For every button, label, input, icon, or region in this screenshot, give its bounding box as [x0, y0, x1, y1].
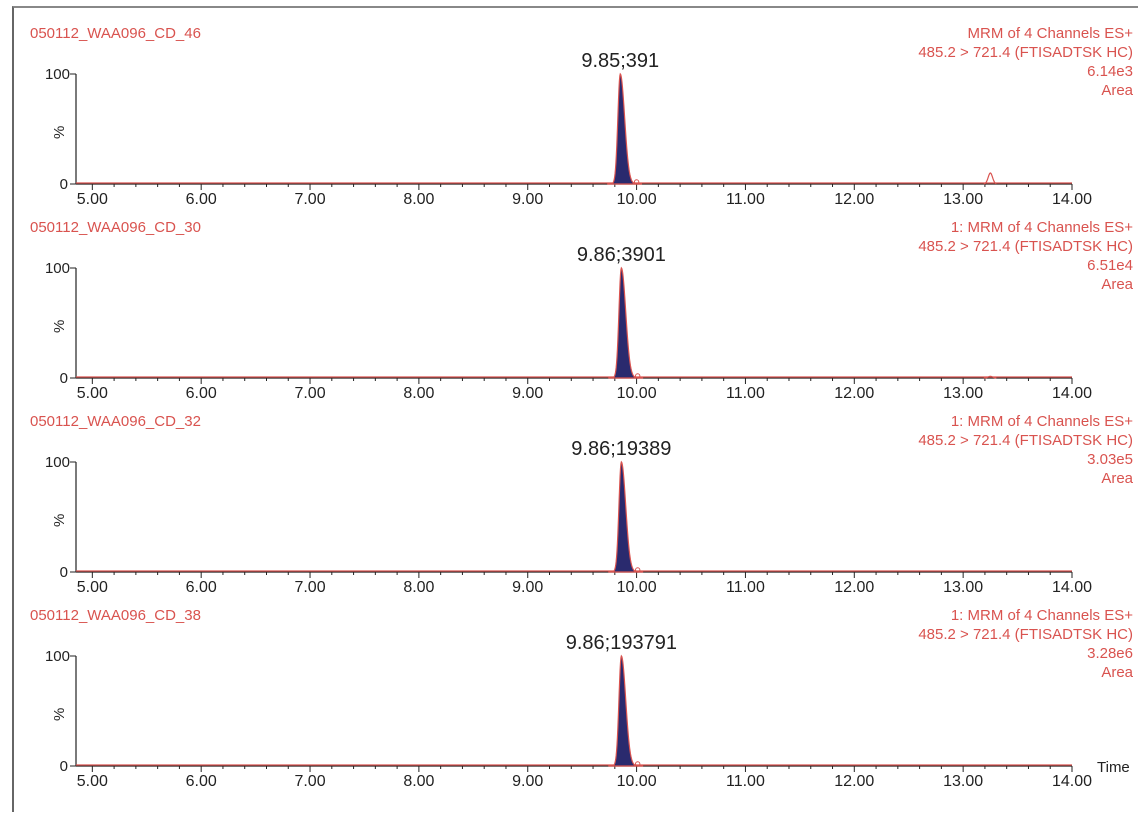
x-tick-label: 12.00 [834, 385, 874, 402]
x-tick-label: 11.00 [726, 191, 765, 208]
x-tick-label: 11.00 [726, 385, 765, 402]
channel-info-line: 1: MRM of 4 Channels ES+ [951, 219, 1133, 236]
y-tick-label: 100 [45, 648, 70, 665]
x-tick-label: 6.00 [186, 579, 217, 596]
x-axis-label: Time [1097, 759, 1130, 776]
channel-info-line: 1: MRM of 4 Channels ES+ [951, 413, 1133, 430]
x-tick-label: 8.00 [403, 773, 434, 790]
y-tick-label: 100 [45, 260, 70, 277]
x-tick-label: 11.00 [726, 773, 765, 790]
channel-info-line: 6.14e3 [1087, 63, 1133, 80]
x-tick-label: 11.00 [726, 579, 765, 596]
channel-info-line: 485.2 > 721.4 (FTISADTSK HC) [918, 44, 1133, 61]
minor-peak [983, 172, 997, 185]
channel-info-line: 6.51e4 [1087, 257, 1133, 274]
channel-info-line: 1: MRM of 4 Channels ES+ [951, 607, 1133, 624]
x-tick-label: 13.00 [943, 579, 983, 596]
x-tick-label: 9.00 [512, 579, 543, 596]
y-axis-label: % [51, 320, 68, 333]
x-tick-label: 10.00 [617, 579, 657, 596]
x-tick-label: 12.00 [834, 191, 874, 208]
x-tick-label: 9.00 [512, 773, 543, 790]
x-tick-label: 10.00 [617, 191, 657, 208]
chromatogram-panel-4: 050112_WAA096_CD_38 1: MRM of 4 Channels … [30, 607, 1134, 790]
peak-end-marker [634, 761, 641, 767]
chromatogram-panel-1: 050112_WAA096_CD_46 MRM of 4 Channels ES+… [30, 25, 1134, 208]
channel-info-line: MRM of 4 Channels ES+ [968, 25, 1134, 42]
sample-name: 050112_WAA096_CD_38 [30, 607, 201, 624]
x-tick-label: 5.00 [77, 579, 108, 596]
peak-label: 9.86;193791 [566, 632, 677, 654]
sample-name: 050112_WAA096_CD_30 [30, 219, 201, 236]
peak-area [608, 654, 644, 767]
y-axis-label: % [51, 126, 68, 139]
x-tick-label: 5.00 [77, 191, 108, 208]
y-axis-label: % [51, 708, 68, 721]
y-tick-label: 0 [60, 758, 68, 775]
chromatogram-panel-2: 050112_WAA096_CD_30 1: MRM of 4 Channels … [30, 219, 1134, 402]
channel-info-line: 485.2 > 721.4 (FTISADTSK HC) [918, 626, 1133, 643]
x-tick-label: 6.00 [186, 385, 217, 402]
x-tick-label: 12.00 [834, 773, 874, 790]
peak-label: 9.86;3901 [577, 244, 666, 266]
x-tick-label: 5.00 [77, 385, 108, 402]
peak-area [608, 266, 644, 379]
x-tick-label: 7.00 [294, 385, 325, 402]
peak-end-marker [634, 567, 641, 573]
peak-area [608, 460, 644, 573]
y-tick-label: 100 [45, 66, 70, 83]
y-tick-label: 100 [45, 454, 70, 471]
x-tick-label: 6.00 [186, 773, 217, 790]
channel-info-line: 485.2 > 721.4 (FTISADTSK HC) [918, 238, 1133, 255]
x-tick-label: 14.00 [1052, 773, 1092, 790]
peak-end-marker [633, 179, 640, 185]
y-tick-label: 0 [60, 564, 68, 581]
channel-info-line: Area [1101, 276, 1133, 293]
x-tick-label: 5.00 [77, 773, 108, 790]
channel-info-line: Area [1101, 82, 1133, 99]
peak-end-marker [634, 373, 641, 379]
x-tick-label: 7.00 [294, 579, 325, 596]
channel-info-line: 3.03e5 [1087, 451, 1133, 468]
x-tick-label: 13.00 [943, 191, 983, 208]
x-tick-label: 12.00 [834, 579, 874, 596]
x-tick-label: 8.00 [403, 385, 434, 402]
y-tick-label: 0 [60, 370, 68, 387]
x-tick-label: 8.00 [403, 579, 434, 596]
x-tick-label: 6.00 [186, 191, 217, 208]
minor-peak [983, 375, 997, 379]
chromatogram-window [12, 6, 1138, 812]
peak-area [607, 72, 643, 185]
x-tick-label: 14.00 [1052, 385, 1092, 402]
channel-info-line: Area [1101, 470, 1133, 487]
sample-name: 050112_WAA096_CD_46 [30, 25, 201, 42]
sample-name: 050112_WAA096_CD_32 [30, 413, 201, 430]
chromatogram-panel-3: 050112_WAA096_CD_32 1: MRM of 4 Channels … [30, 413, 1134, 596]
x-tick-label: 8.00 [403, 191, 434, 208]
peak-label: 9.86;19389 [571, 438, 671, 460]
x-tick-label: 13.00 [943, 773, 983, 790]
peak-label: 9.85;391 [581, 50, 659, 72]
x-tick-label: 13.00 [943, 385, 983, 402]
x-tick-label: 7.00 [294, 773, 325, 790]
x-tick-label: 10.00 [617, 773, 657, 790]
x-tick-label: 10.00 [617, 385, 657, 402]
x-tick-label: 9.00 [512, 191, 543, 208]
channel-info-line: 3.28e6 [1087, 645, 1133, 662]
y-tick-label: 0 [60, 176, 68, 193]
channel-info-line: 485.2 > 721.4 (FTISADTSK HC) [918, 432, 1133, 449]
x-tick-label: 14.00 [1052, 579, 1092, 596]
channel-info-line: Area [1101, 664, 1133, 681]
x-tick-label: 14.00 [1052, 191, 1092, 208]
x-tick-label: 7.00 [294, 191, 325, 208]
y-axis-label: % [51, 514, 68, 527]
x-tick-label: 9.00 [512, 385, 543, 402]
